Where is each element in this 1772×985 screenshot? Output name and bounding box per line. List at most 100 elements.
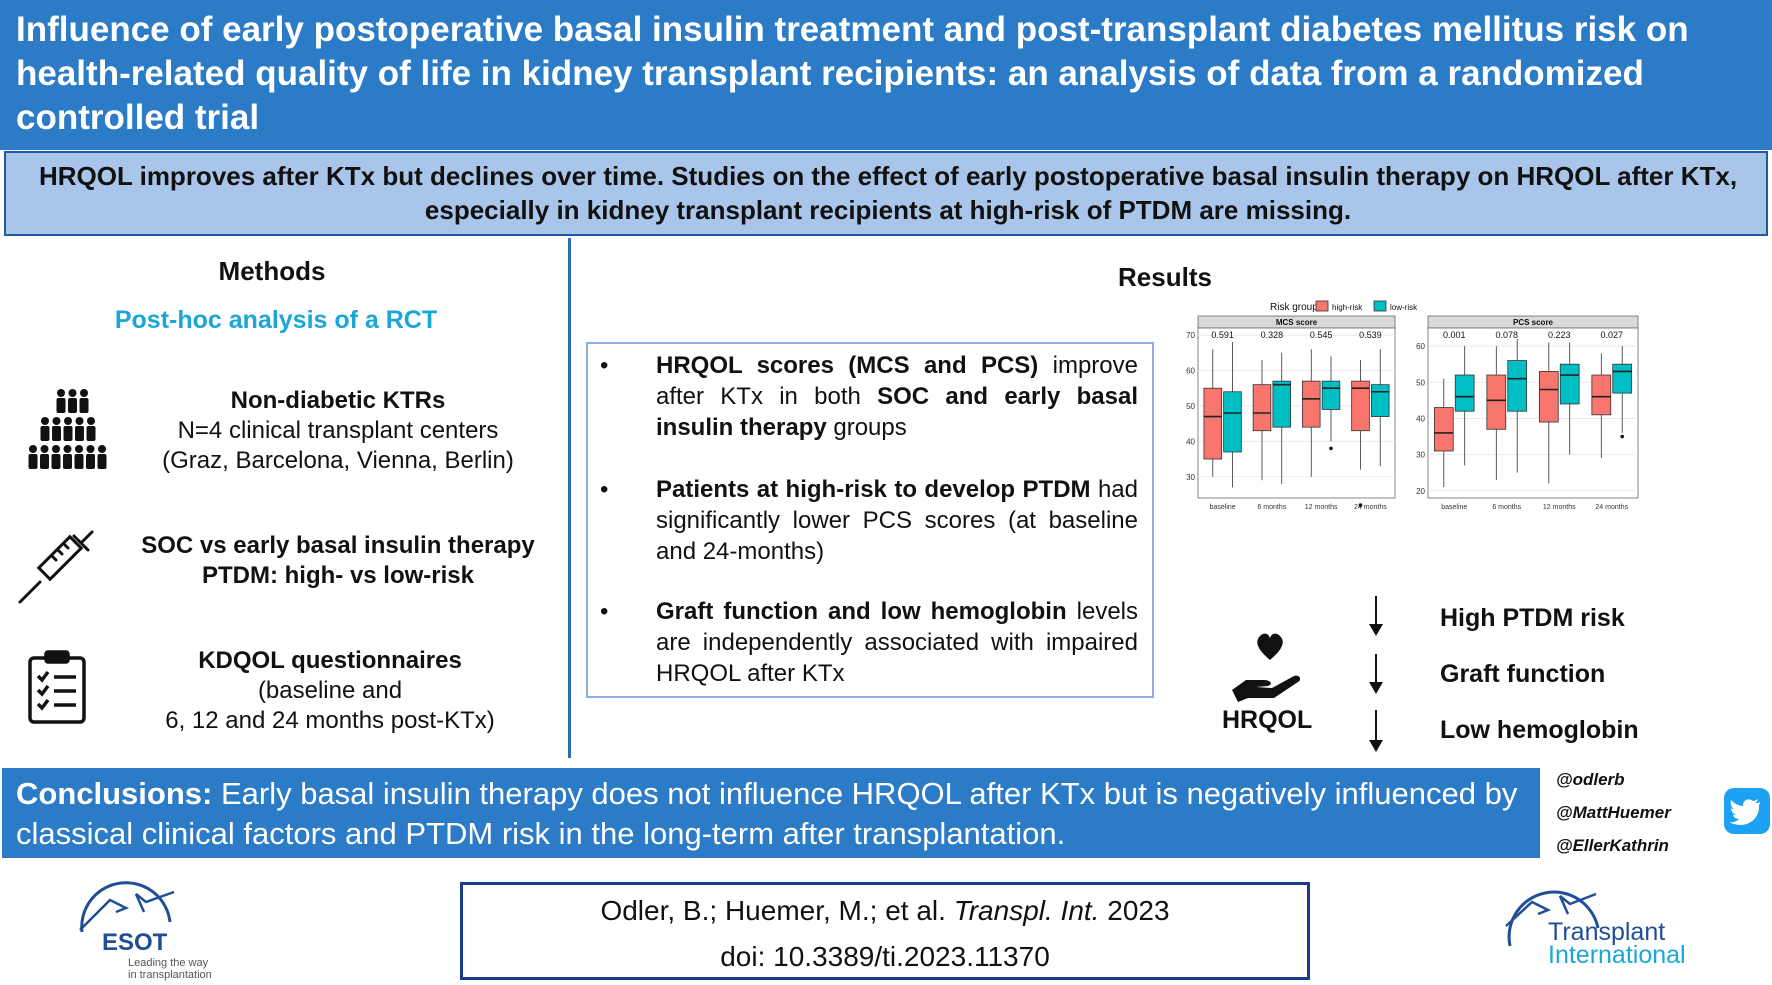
outlier-point [1329,446,1333,451]
y-tick-label: 30 [1186,473,1195,482]
methods-item-line: PTDM: high- vs low-risk [201,562,474,589]
esot-name: ESOT [102,929,168,956]
findings-box: • HRQOL scores (MCS and PCS) improve aft… [586,342,1154,698]
x-tick-label: baseline [1441,504,1467,511]
box-low-risk [1321,380,1341,410]
box-high-risk [1591,374,1612,416]
heart-hand-icon [1232,633,1301,702]
ti-logo-text: Transplant [1548,918,1665,946]
transplant-international-logo: Transplant International [1505,890,1686,969]
bullet-icon: • [600,352,609,379]
methods-item-population: Non-diabetic KTRs N=4 clinical transplan… [110,386,566,476]
methods-subheading: Post-hoc analysis of a RCT [114,306,438,334]
methods-item-questionnaire: KDQOL questionnaires (baseline and 6, 12… [110,646,550,736]
panel-title: PCS score [1513,318,1554,327]
box-high-risk [1486,374,1507,430]
twitter-handle[interactable]: @odlerb [1556,770,1625,789]
legend-entry: low-risk [1390,303,1418,312]
p-value-label: 0.328 [1261,330,1284,340]
bullet-icon: • [600,476,609,503]
y-tick-label: 50 [1186,402,1195,411]
syringe-icon [18,530,94,604]
y-tick-label: 40 [1416,414,1425,423]
p-value-label: 0.027 [1600,330,1623,340]
box-high-risk [1301,380,1321,428]
finding-item: • Patients at high-risk to develop PTDM … [600,476,1138,565]
methods-item-title: Non-diabetic KTRs [230,387,446,414]
legend-swatch [1315,300,1329,312]
x-tick-label: 24 months [1354,504,1387,511]
box-low-risk [1454,374,1475,412]
p-value-label: 0.001 [1443,330,1466,340]
title-banner: Influence of early postoperative basal i… [0,0,1772,150]
citation-reference: Odler, B.; Huemer, M.; et al. Transpl. I… [600,895,1170,926]
box-low-risk [1612,363,1633,394]
esot-logo: ESOT Leading the way in transplantation [79,881,212,981]
people-group-icon [28,389,107,469]
y-tick-label: 60 [1186,367,1195,376]
methods-item-line: N=4 clinical transplant centers [177,417,499,444]
twitter-handle[interactable]: @MattHuemer [1556,803,1671,822]
methods-item-line: (Graz, Barcelona, Vienna, Berlin) [162,447,514,474]
citation-box: Odler, B.; Huemer, M.; et al. Transpl. I… [460,882,1310,980]
outlier-point [1620,434,1624,439]
x-tick-label: 6 months [1492,504,1521,511]
p-value-label: 0.223 [1548,330,1571,340]
outlier-point [1358,503,1363,507]
p-value-label: 0.591 [1211,330,1234,340]
legend-swatch [1373,300,1387,312]
results-heading: Results [1118,262,1212,292]
box-low-risk [1223,391,1242,453]
y-tick-label: 40 [1186,437,1195,446]
esot-tagline: Leading the way [128,957,209,969]
panel-title: MCS score [1276,318,1318,327]
y-tick-label: 50 [1416,378,1425,387]
x-tick-label: 6 months [1257,504,1286,511]
finding-item: • HRQOL scores (MCS and PCS) improve aft… [600,352,1138,441]
factor-label: High PTDM risk [1440,604,1625,632]
twitter-bird-icon[interactable] [1724,788,1770,834]
ti-logo-text: International [1548,941,1686,969]
conclusions-text: Conclusions: Early basal insulin therapy… [16,776,1518,851]
p-value-label: 0.545 [1310,330,1333,340]
y-tick-label: 30 [1416,451,1425,460]
x-tick-label: 12 months [1543,504,1576,511]
methods-item-title: SOC vs early basal insulin therapy [141,532,535,559]
background-banner: HRQOL improves after KTx but declines ov… [4,151,1768,236]
hrqol-label: HRQOL [1222,706,1313,734]
background-statement: HRQOL improves after KTx but declines ov… [38,161,1738,225]
y-tick-label: 20 [1416,487,1425,496]
x-tick-label: 24 months [1595,504,1628,511]
citation-doi[interactable]: doi: 10.3389/ti.2023.11370 [720,941,1050,972]
box-high-risk [1351,380,1370,432]
box-high-risk [1203,387,1223,460]
methods-item-intervention: SOC vs early basal insulin therapy PTDM:… [110,531,566,591]
twitter-handle[interactable]: @EllerKathrin [1556,836,1669,855]
poster-title: Influence of early postoperative basal i… [16,10,1689,137]
methods-item-line: 6, 12 and 24 months post-KTx) [165,707,495,734]
factor-label: Low hemoglobin [1440,716,1639,744]
down-arrow-icon [1369,596,1383,636]
box-high-risk [1538,371,1559,423]
box-low-risk [1559,363,1580,405]
x-tick-label: 12 months [1305,504,1338,511]
y-tick-label: 60 [1416,342,1425,351]
p-value-label: 0.078 [1495,330,1518,340]
down-arrow-icon [1369,654,1383,694]
box-low-risk [1370,384,1390,417]
boxplot-chart: Risk group high-risk low-risk MCS score 30 40… [1186,300,1639,511]
clipboard-checklist-icon [28,650,86,724]
bullet-icon: • [600,598,609,625]
box-high-risk [1433,407,1454,452]
methods-heading: Methods [218,256,326,286]
esot-tagline: in transplantation [128,969,212,981]
column-divider [568,238,571,758]
legend-entry: high-risk [1332,303,1363,312]
factor-label: Graft function [1440,660,1606,688]
methods-item-line: (baseline and [257,677,403,704]
p-value-label: 0.539 [1359,330,1382,340]
conclusions-banner: Conclusions: Early basal insulin therapy… [2,768,1540,858]
box-low-risk [1272,380,1292,428]
finding-item: • Graft function and low hemoglobin leve… [600,598,1138,687]
methods-item-title: KDQOL questionnaires [198,647,462,674]
